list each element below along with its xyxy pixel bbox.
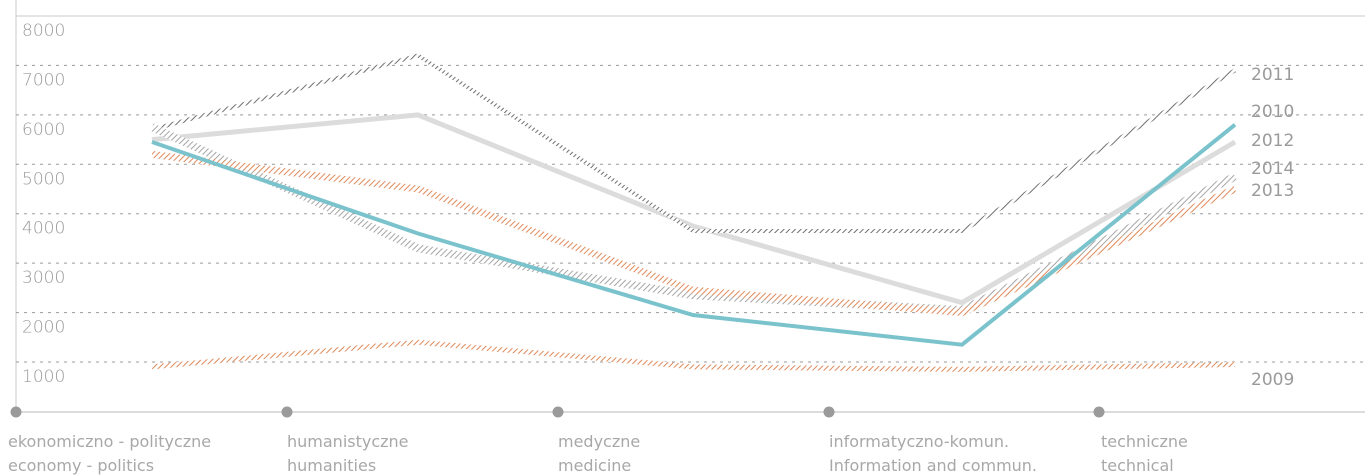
- y-tick-label: 7000: [22, 70, 65, 90]
- x-tick-label: humanistyczne: [287, 432, 409, 451]
- x-tick-label: informatyczno-komun.: [829, 432, 1009, 451]
- x-tick-label: ekonomiczno - polityczne: [8, 432, 211, 451]
- x-tick-label-en: economy - politics: [8, 456, 154, 475]
- y-tick-label: 8000: [22, 21, 65, 41]
- series-label-2013: 2013: [1251, 181, 1294, 201]
- series-line-2014: [150, 123, 1237, 315]
- series-line-2011: [151, 53, 1237, 233]
- x-tick-label-en: Information and commun.: [829, 456, 1037, 475]
- series-line-2012: [151, 123, 1237, 347]
- x-axis-marker: [10, 406, 22, 418]
- y-tick-label: 1000: [22, 367, 65, 387]
- x-axis-marker: [552, 406, 564, 418]
- x-axis-marker: [281, 406, 293, 418]
- series-line-2009: [151, 339, 1236, 372]
- y-tick-label: 5000: [22, 169, 65, 189]
- series-label-2011: 2011: [1251, 65, 1294, 85]
- x-tick-label-en: technical: [1101, 456, 1174, 475]
- x-tick-label: medyczne: [558, 432, 640, 451]
- series-line-2013: [151, 150, 1237, 317]
- x-tick-label-en: medicine: [558, 456, 631, 475]
- y-tick-label: 4000: [22, 219, 65, 239]
- x-axis-marker: [823, 406, 835, 418]
- series-label-2010: 2010: [1251, 102, 1294, 122]
- x-tick-label-en: humanities: [287, 456, 376, 475]
- y-tick-label: 3000: [22, 268, 65, 288]
- series-line-2010: [151, 112, 1237, 306]
- series-label-2012: 2012: [1251, 131, 1294, 151]
- x-axis-marker: [1093, 406, 1105, 418]
- series-label-2009: 2009: [1251, 370, 1294, 390]
- x-tick-label: techniczne: [1101, 432, 1188, 451]
- y-tick-label: 2000: [22, 318, 65, 338]
- series-label-2014: 2014: [1251, 159, 1294, 179]
- y-tick-label: 6000: [22, 120, 65, 140]
